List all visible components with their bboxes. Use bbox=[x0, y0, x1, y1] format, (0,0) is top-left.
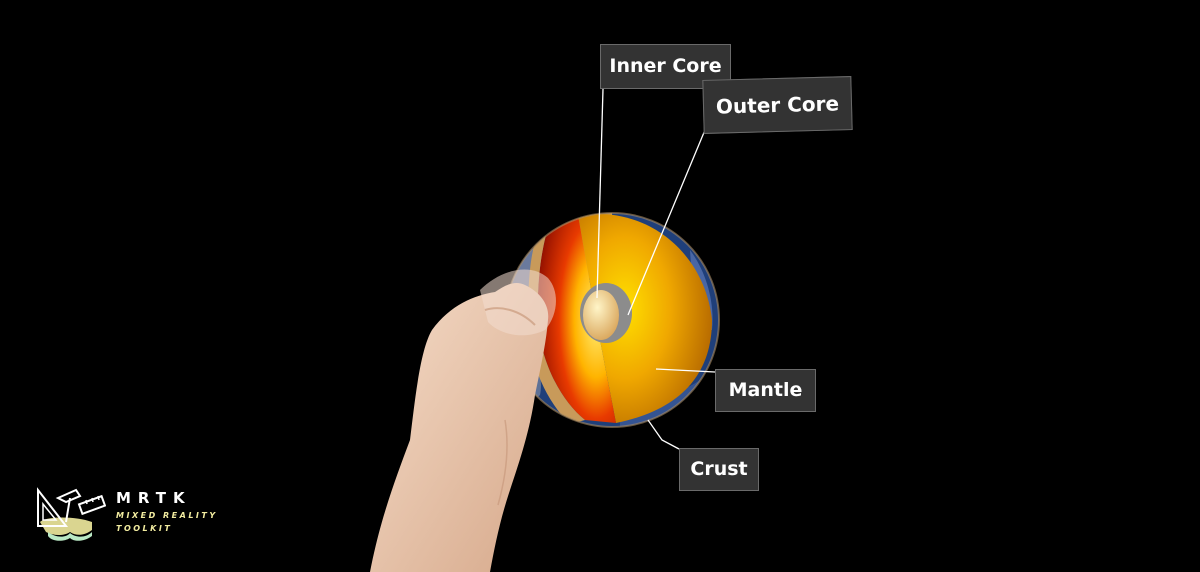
inner-core-label-text: Inner Core bbox=[609, 55, 722, 77]
logo-subtitle-line2: TOOLKIT bbox=[116, 524, 173, 533]
inner-core-layer bbox=[583, 290, 619, 340]
logo-subtitle-line1: MIXED REALITY bbox=[116, 511, 218, 520]
inner-core-leader bbox=[596, 88, 604, 299]
outer-core-label: Outer Core bbox=[702, 76, 853, 134]
cut-face-layers bbox=[537, 215, 616, 423]
mrtk-logo-icon bbox=[37, 487, 106, 541]
mantle-leader bbox=[655, 368, 716, 373]
logo-title: MRTK bbox=[116, 489, 192, 507]
leader-lines bbox=[596, 88, 716, 450]
crust-label: Crust bbox=[679, 448, 759, 491]
mantle-label-text: Mantle bbox=[728, 379, 803, 401]
hand bbox=[370, 269, 556, 572]
mrtk-logo: MRTK MIXED REALITY TOOLKIT bbox=[36, 486, 226, 542]
crust-label-text: Crust bbox=[690, 458, 748, 480]
outer-core-leader bbox=[627, 129, 706, 316]
mantle-label: Mantle bbox=[715, 369, 816, 412]
crust-leader bbox=[647, 419, 680, 450]
outer-core-label-text: Outer Core bbox=[715, 91, 840, 119]
